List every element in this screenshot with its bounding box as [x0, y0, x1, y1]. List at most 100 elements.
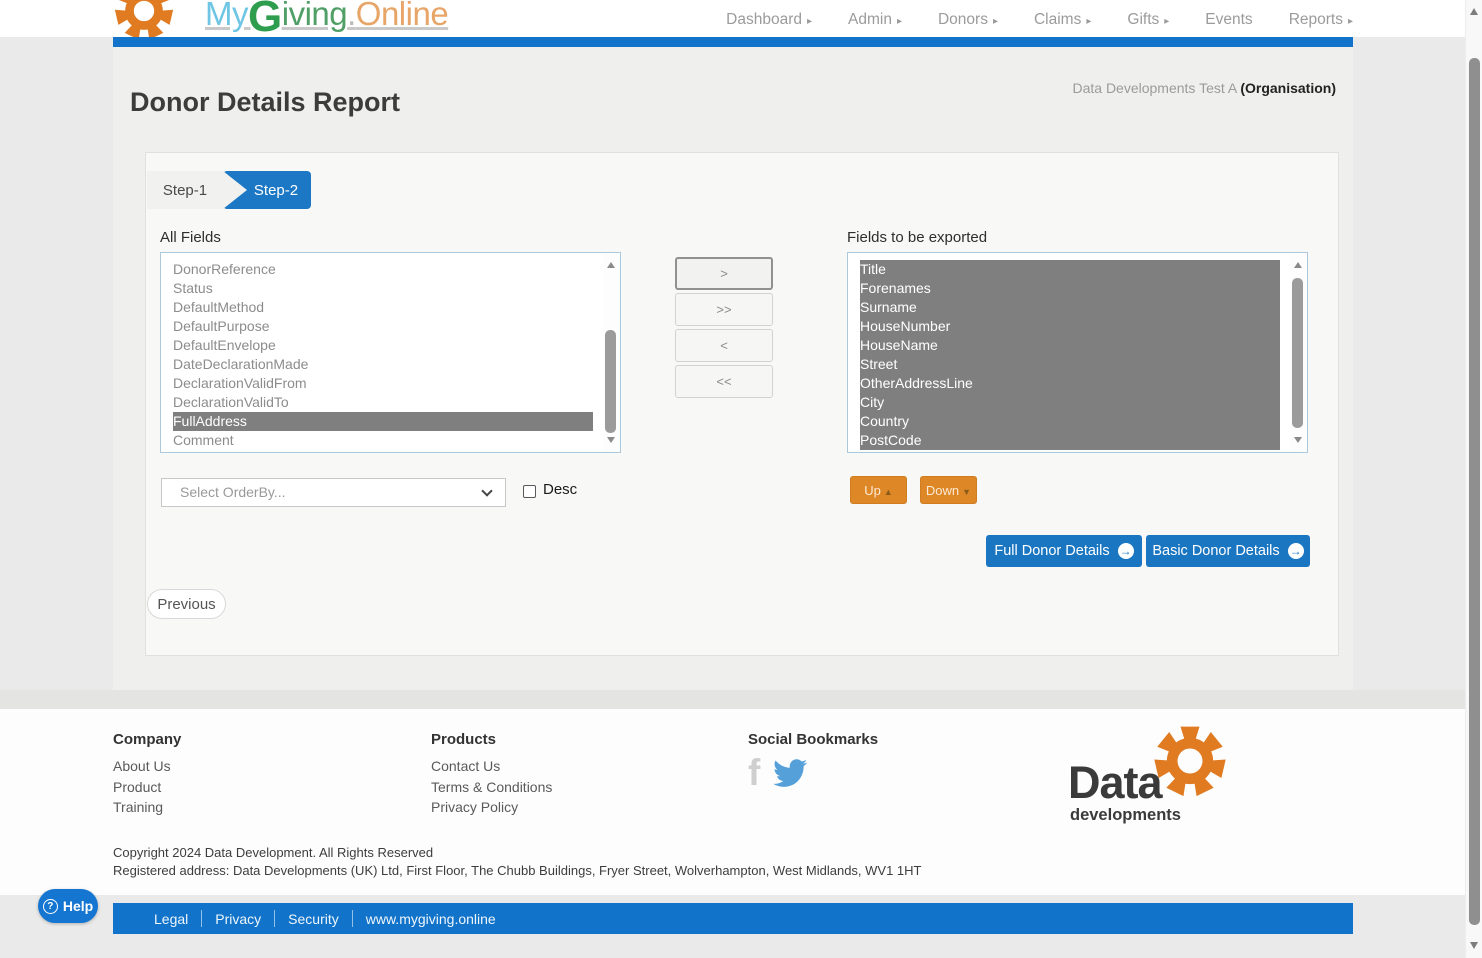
list-item-declarationvalidfrom[interactable]: DeclarationValidFrom [173, 375, 307, 391]
move-left-button[interactable]: < [675, 329, 773, 362]
list-item-street[interactable]: Street [860, 355, 1280, 374]
scroll-up-icon[interactable] [1470, 8, 1478, 15]
nav-item-claims[interactable]: Claims ▸ [1034, 11, 1091, 29]
list-item-housename[interactable]: HouseName [860, 336, 1280, 355]
logo-text: MyGiving.Online [205, 0, 449, 37]
list-item-declarationvalidto[interactable]: DeclarationValidTo [173, 394, 289, 410]
list-item-status[interactable]: Status [173, 280, 213, 296]
nav-item-donors[interactable]: Donors ▸ [938, 11, 998, 29]
report-panel: Step-1 Step-2 All Fields Fields to be ex… [145, 152, 1339, 656]
list-item-datedeclarationmade[interactable]: DateDeclarationMade [173, 356, 309, 372]
arrow-circle-right-icon: → [1117, 543, 1134, 559]
move-up-button[interactable]: Up ▲ [850, 476, 907, 504]
organisation-name: Data Developments Test A [1072, 80, 1241, 96]
legal-link-legal[interactable]: Legal [154, 910, 189, 927]
footer-company-column: Company About Us Product Training [113, 731, 181, 818]
scrollbar-thumb[interactable] [1469, 58, 1480, 925]
page-title: Donor Details Report [130, 87, 401, 117]
nav-item-label: Donors [937, 11, 988, 28]
scrollbar-thumb[interactable] [1292, 278, 1303, 428]
scroll-up-icon[interactable] [1294, 262, 1302, 268]
caret-right-icon: ▸ [1086, 16, 1092, 27]
legal-bar: Legal Privacy Security www.mygiving.online [113, 903, 1353, 934]
main-container: Donor Details Report Data Developments T… [113, 47, 1353, 690]
page-scrollbar[interactable] [1465, 0, 1482, 958]
nav-item-admin[interactable]: Admin ▸ [848, 11, 902, 29]
arrow-circle-right-icon: → [1287, 543, 1304, 559]
footer-divider-band [0, 690, 1482, 709]
full-donor-details-button[interactable]: Full Donor Details → [986, 535, 1142, 567]
footer-social-column: Social Bookmarks f [748, 731, 879, 793]
footer-link-contact-us[interactable]: Contact Us [431, 758, 501, 774]
data-developments-logo: Data developments [1068, 709, 1248, 839]
separator [274, 910, 276, 927]
export-fields-scrollbar[interactable] [1290, 254, 1306, 451]
tab-step-1[interactable]: Step-1 [147, 171, 247, 209]
move-right-button[interactable]: > [675, 257, 773, 290]
separator [351, 910, 353, 927]
orderby-select[interactable]: Select OrderBy... [161, 478, 506, 507]
caret-right-icon: ▸ [896, 16, 902, 27]
list-item-forenames[interactable]: Forenames [860, 279, 1280, 298]
all-fields-listbox[interactable]: DonorReference Status DefaultMethod Default… [160, 252, 621, 453]
top-header: MyGiving.Online Dashboard ▸ Admin ▸ Donors ▸ C… [0, 0, 1482, 37]
nav-item-events[interactable]: Events [1205, 11, 1252, 29]
list-item-fulladdress[interactable]: FullAddress [173, 412, 593, 431]
list-item-country[interactable]: Country [860, 412, 1280, 431]
list-item-defaultpurpose[interactable]: DefaultPurpose [173, 318, 270, 334]
footer-link-product[interactable]: Product [113, 778, 162, 795]
nav-item-label: Claims [1033, 11, 1082, 28]
main-nav: Dashboard ▸ Admin ▸ Donors ▸ Claims ▸ Gifts ▸ Even… [726, 11, 1353, 29]
mygiving-logo[interactable]: MyGiving.Online [113, 0, 513, 37]
list-item-comment[interactable]: Comment [173, 432, 234, 448]
legal-link-security[interactable]: Security [288, 910, 339, 927]
move-all-left-button[interactable]: << [675, 365, 773, 398]
twitter-icon[interactable] [770, 756, 810, 790]
scroll-down-icon[interactable] [1294, 437, 1302, 443]
triangle-up-icon: ▲ [883, 486, 893, 497]
header-accent-bar [113, 37, 1353, 47]
nav-item-reports[interactable]: Reports ▸ [1289, 11, 1353, 29]
export-fields-listbox[interactable]: Title Forenames Surname HouseNumber HouseNam… [847, 252, 1308, 453]
legal-link-privacy[interactable]: Privacy [215, 910, 262, 927]
move-down-button[interactable]: Down ▼ [920, 476, 977, 504]
list-item-defaultenvelope[interactable]: DefaultEnvelope [173, 337, 276, 353]
list-item-housenumber[interactable]: HouseNumber [860, 317, 1280, 336]
list-item-donorreference[interactable]: DonorReference [173, 261, 276, 277]
previous-button[interactable]: Previous [147, 589, 226, 619]
move-all-right-button[interactable]: >> [675, 293, 773, 326]
scrollbar-thumb[interactable] [605, 330, 616, 433]
help-label: Help [62, 898, 94, 914]
scroll-down-icon[interactable] [1470, 942, 1478, 949]
footer-link-privacy-policy[interactable]: Privacy Policy [431, 799, 519, 815]
scroll-down-icon[interactable] [607, 437, 615, 443]
facebook-icon[interactable]: f [748, 752, 761, 793]
brand-name: Data [1068, 757, 1163, 808]
nav-item-dashboard[interactable]: Dashboard ▸ [726, 11, 812, 29]
list-item-city[interactable]: City [860, 393, 1280, 412]
footer-link-training[interactable]: Training [113, 799, 164, 815]
list-item-otheraddressline[interactable]: OtherAddressLine [860, 374, 1280, 393]
question-mark-icon: ? [42, 898, 58, 914]
list-item-surname[interactable]: Surname [860, 298, 1280, 317]
company-heading: Company [113, 731, 182, 748]
list-item-defaultmethod[interactable]: DefaultMethod [173, 299, 265, 315]
desc-checkbox[interactable] [523, 485, 536, 498]
legal-link-www-mygiving-online[interactable]: www.mygiving.online [365, 910, 496, 927]
footer-link-terms-conditions[interactable]: Terms & Conditions [431, 778, 553, 795]
basic-donor-details-button[interactable]: Basic Donor Details → [1146, 535, 1310, 567]
footer-link-about-us[interactable]: About Us [113, 758, 171, 774]
scroll-up-icon[interactable] [607, 262, 615, 268]
social-heading: Social Bookmarks [748, 731, 879, 748]
caret-right-icon: ▸ [1164, 16, 1170, 27]
footer-products-column: Products Contact Us Terms & Conditions Pri… [431, 731, 552, 818]
nav-item-gifts[interactable]: Gifts ▸ [1127, 11, 1169, 29]
caret-right-icon: ▸ [992, 16, 998, 27]
all-fields-scrollbar[interactable] [603, 254, 619, 451]
nav-item-label: Reports [1288, 11, 1343, 28]
list-item-postcode[interactable]: PostCode [860, 431, 1280, 450]
help-button[interactable]: ? Help [38, 889, 98, 923]
caret-right-icon: ▸ [806, 16, 813, 27]
list-item-title[interactable]: Title [860, 260, 1280, 279]
